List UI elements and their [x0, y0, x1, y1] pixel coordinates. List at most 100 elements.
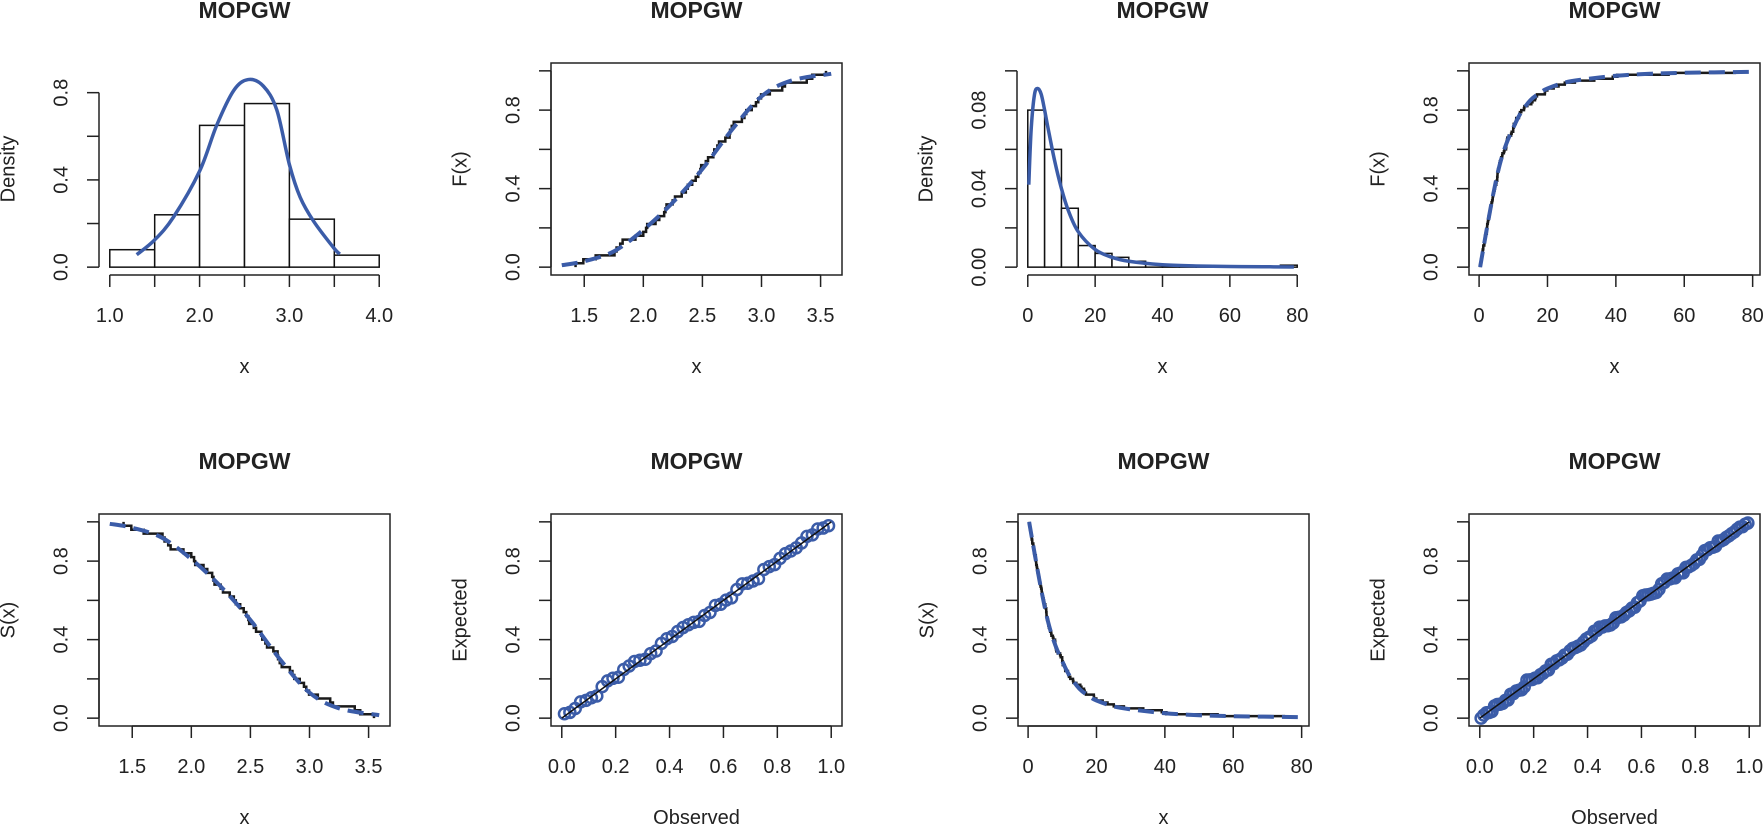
y-axis-label: S(x) — [0, 602, 19, 639]
y-tick-label: 0.8 — [969, 547, 991, 575]
x-tick-label: 1.5 — [118, 756, 146, 778]
histogram-bar — [333, 254, 380, 268]
histogram-bar — [288, 218, 336, 268]
x-tick-label: 2.5 — [689, 305, 717, 327]
x-tick-label: 0.4 — [1574, 756, 1602, 778]
empirical-cdf-step — [1478, 70, 1737, 268]
y-tick-label: 0.4 — [50, 166, 72, 194]
x-tick-label: 0.0 — [548, 756, 576, 778]
plot-box — [1468, 513, 1761, 727]
panel-5: MOPGW x S(x) 1.5 2.0 2.5 3.0 3.5 0.0 0.4 0.8 — [0, 448, 391, 826]
y-tick-label: 0.4 — [969, 626, 991, 654]
x-tick-label: 0.8 — [763, 756, 791, 778]
histogram-bar — [153, 214, 201, 268]
x-tick-label: 2.5 — [237, 756, 265, 778]
panel-2: MOPGW x F(x) 1.5 2.0 2.5 3.0 3.5 0.0 0.4 0.8 — [449, 0, 843, 378]
x-tick-label: 0.6 — [710, 756, 738, 778]
x-tick-label: 20 — [1085, 756, 1107, 778]
x-tick-label: 3.5 — [807, 305, 835, 327]
y-tick-label: 0.8 — [502, 96, 524, 124]
panel-title: MOPGW — [1569, 0, 1661, 23]
x-tick-label: 2.0 — [629, 305, 657, 327]
panel-6: MOPGW Observed Expected 0.0 0.2 0.4 0.6 0.8 1.0 0… — [449, 448, 845, 826]
pp-point — [1741, 516, 1755, 530]
x-tick-label: 0 — [1474, 305, 1485, 327]
x-tick-label: 2.0 — [186, 305, 214, 327]
y-axis-label: Density — [915, 136, 937, 203]
histogram-bar — [109, 248, 156, 268]
x-tick-label: 0.2 — [602, 756, 630, 778]
y-tick-label: 0.0 — [1420, 253, 1442, 281]
panel-8: MOPGW Observed Expected 0.0 0.2 0.4 0.6 0.8 1.0 0… — [1367, 448, 1763, 826]
fitted-cdf-curve — [561, 71, 832, 268]
histogram-bar — [198, 124, 246, 268]
y-tick-label: 0.0 — [969, 704, 991, 732]
x-tick-label: 2.0 — [177, 756, 205, 778]
y-tick-label: 0.8 — [502, 547, 524, 575]
x-axis-label: x — [1159, 807, 1169, 826]
y-axis-label: Expected — [449, 578, 471, 661]
panel-title: MOPGW — [651, 0, 743, 23]
panel-title: MOPGW — [199, 0, 291, 23]
x-tick-label: 0.4 — [656, 756, 684, 778]
y-axis-label: S(x) — [916, 602, 938, 639]
y-axis-label: Density — [0, 136, 19, 203]
panel-title: MOPGW — [1117, 0, 1209, 23]
pp-point — [606, 671, 620, 686]
empirical-survival-step — [1027, 521, 1286, 719]
panel-3: MOPGW x Density 0 20 40 60 80 0.00 0.04 0.08 — [915, 0, 1308, 378]
panel-title: MOPGW — [651, 448, 743, 474]
x-axis-label: x — [692, 356, 702, 378]
panel-title: MOPGW — [1118, 448, 1210, 474]
x-tick-label: 20 — [1084, 305, 1106, 327]
x-tick-label: 80 — [1286, 305, 1308, 327]
x-tick-label: 3.0 — [276, 305, 304, 327]
y-tick-label: 0.04 — [968, 169, 990, 208]
x-tick-label: 4.0 — [365, 305, 393, 327]
x-tick-label: 0.2 — [1520, 756, 1548, 778]
x-tick-label: 60 — [1673, 305, 1695, 327]
x-axis-label: Observed — [653, 807, 740, 826]
y-tick-label: 0.0 — [502, 704, 524, 732]
y-tick-label: 0.0 — [502, 253, 524, 281]
reference-line — [561, 521, 832, 719]
pp-point — [708, 598, 723, 613]
histogram-bar — [1043, 148, 1063, 268]
x-tick-label: 0.8 — [1681, 756, 1709, 778]
pp-point — [633, 653, 647, 667]
y-tick-label: 0.4 — [502, 175, 524, 203]
panel-1: MOPGW x Density 1.0 2.0 3.0 4.0 0.0 0.4 0.8 — [0, 0, 393, 378]
x-tick-label: 3.5 — [355, 756, 383, 778]
plot-box — [98, 513, 391, 727]
x-tick-label: 1.0 — [96, 305, 124, 327]
y-tick-label: 0.0 — [50, 253, 72, 281]
plot-box — [550, 62, 843, 276]
x-axis-label: Observed — [1571, 807, 1658, 826]
x-axis-label: x — [1610, 356, 1620, 378]
y-axis-label: F(x) — [1367, 151, 1389, 187]
y-tick-label: 0.0 — [1420, 704, 1442, 732]
fitted-survival-curve — [1027, 521, 1299, 720]
y-tick-label: 0.8 — [50, 547, 72, 575]
x-tick-label: 3.0 — [296, 756, 324, 778]
pp-point — [1514, 683, 1529, 697]
y-tick-label: 0.00 — [968, 248, 990, 287]
y-tick-label: 0.8 — [1420, 96, 1442, 124]
panel-title: MOPGW — [199, 448, 291, 474]
x-tick-label: 3.0 — [748, 305, 776, 327]
plot-box — [550, 513, 843, 727]
x-tick-label: 1.0 — [1735, 756, 1763, 778]
x-axis-label: x — [240, 807, 250, 826]
x-tick-label: 80 — [1742, 305, 1764, 327]
pp-point — [821, 518, 836, 533]
fitted-density-curve — [1027, 86, 1294, 269]
x-tick-label: 60 — [1219, 305, 1241, 327]
panel-title: MOPGW — [1569, 448, 1661, 474]
pp-point — [557, 707, 572, 721]
x-tick-label: 60 — [1222, 756, 1244, 778]
x-tick-label: 40 — [1154, 756, 1176, 778]
x-tick-label: 20 — [1536, 305, 1558, 327]
plot-box — [1468, 62, 1761, 276]
pp-point — [687, 615, 701, 630]
